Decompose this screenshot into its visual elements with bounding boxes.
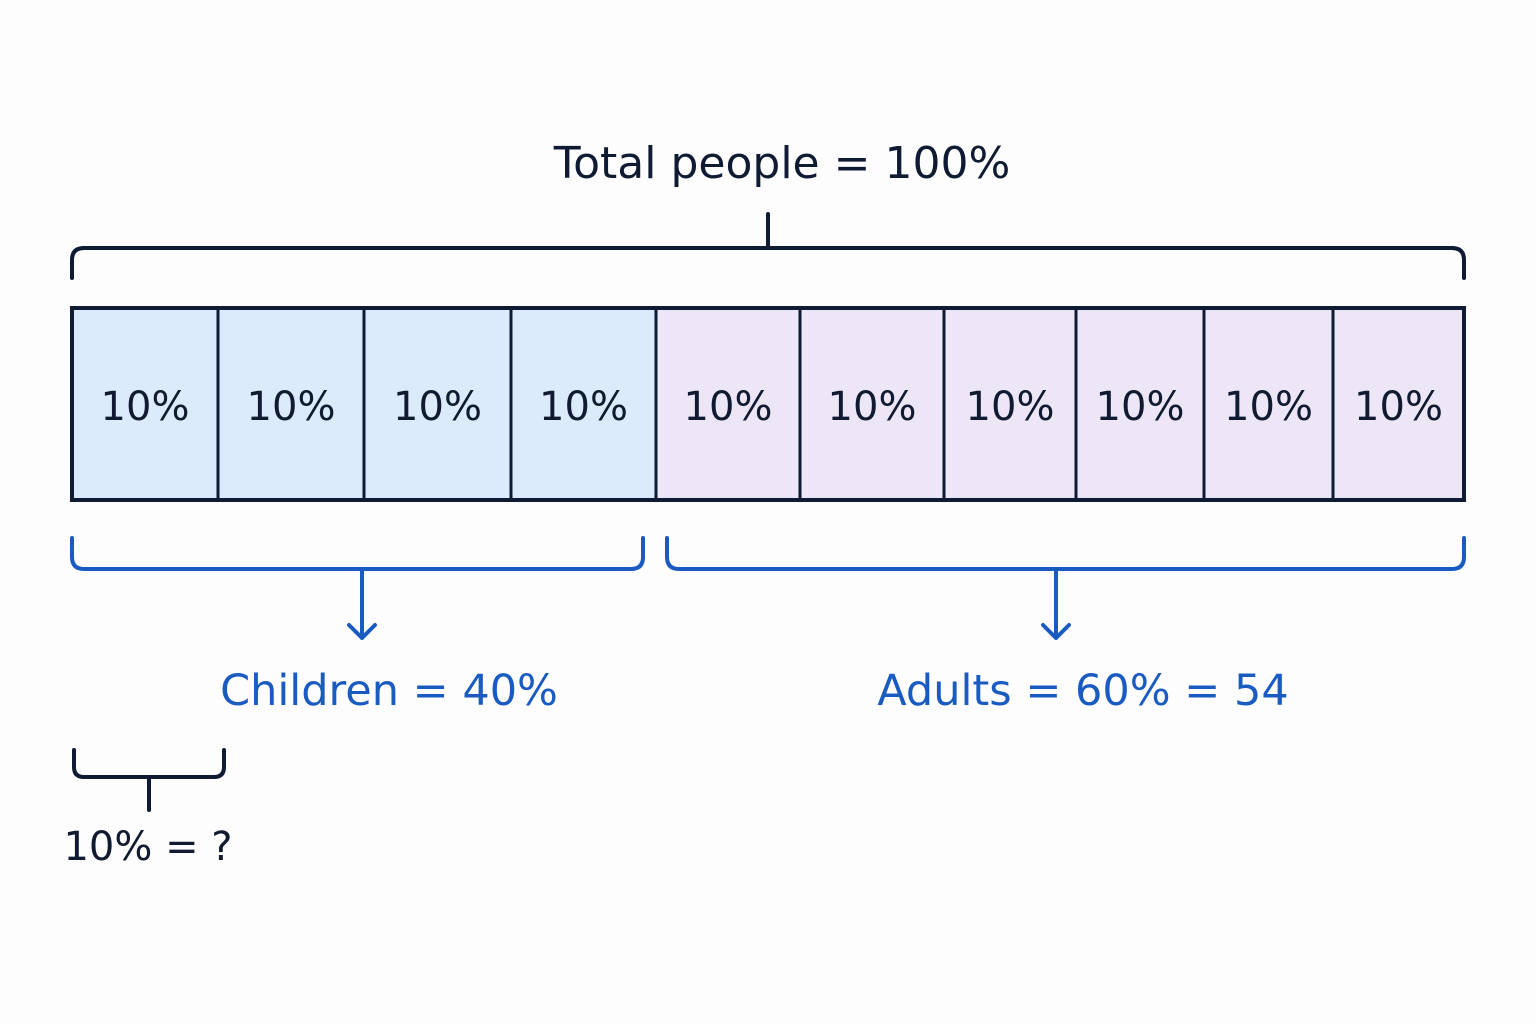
segment-label: 10% [684, 384, 773, 430]
segment-label: 10% [1224, 384, 1313, 430]
total-label: Total people = 100% [553, 138, 1011, 189]
segment-label: 10% [1354, 384, 1443, 430]
adults-arrow [1041, 567, 1071, 640]
question-label: 10% = ? [63, 824, 232, 870]
bar-segments: 10% 10% 10% 10% 10% 10% 10% 10% 10% 10% [70, 306, 1466, 502]
adults-brace [665, 536, 1466, 571]
adults-label: Adults = 60% = 54 [877, 666, 1288, 716]
segment-label: 10% [539, 384, 628, 430]
segment-adults [798, 306, 946, 502]
segment-label: 10% [966, 384, 1055, 430]
segment-adults [1331, 306, 1466, 502]
question-brace [72, 748, 226, 812]
children-label: Children = 40% [220, 666, 558, 716]
segment-label: 10% [247, 384, 336, 430]
total-brace [70, 212, 1466, 280]
segment-label: 10% [393, 384, 482, 430]
segment-children [216, 306, 366, 502]
children-arrow [347, 567, 377, 640]
segment-label: 10% [101, 384, 190, 430]
bar-outline [70, 306, 1466, 502]
segment-label: 10% [1096, 384, 1185, 430]
segment-children [70, 306, 220, 502]
segment-adults [1074, 306, 1206, 502]
segment-label: 10% [828, 384, 917, 430]
children-brace [70, 536, 645, 571]
